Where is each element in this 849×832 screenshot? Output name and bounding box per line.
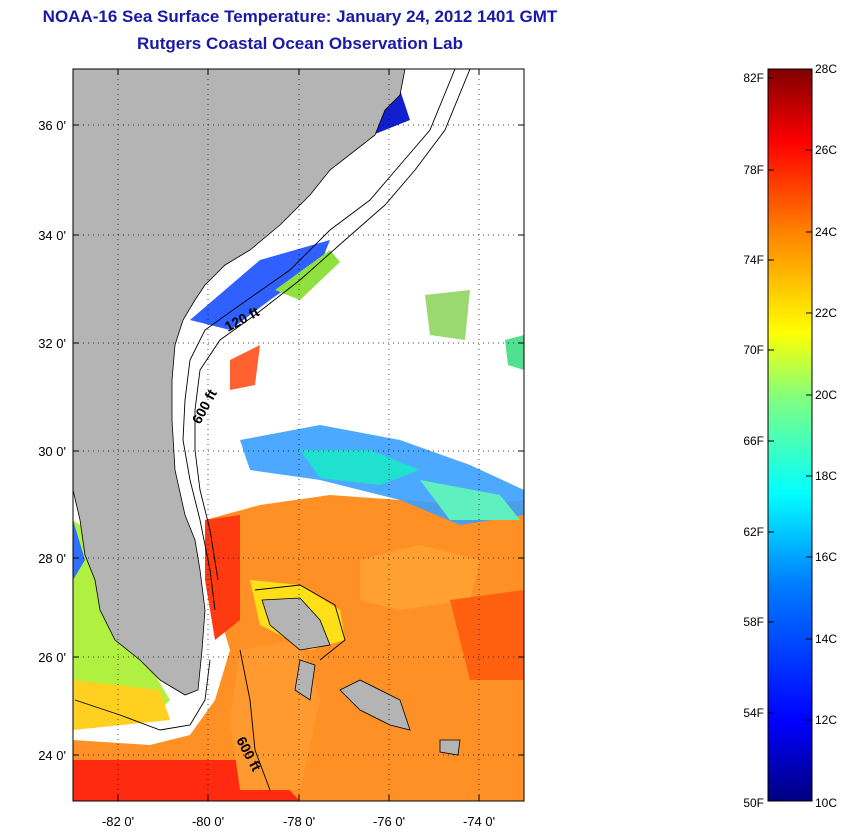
lon-label: -78 0' xyxy=(283,814,315,829)
lat-label: 24 0' xyxy=(38,748,66,763)
lat-label: 30 0' xyxy=(38,444,66,459)
lon-label: -74 0' xyxy=(463,814,495,829)
colorbar-c-label: 18C xyxy=(815,469,837,483)
colorbar-f-label: 58F xyxy=(743,615,764,629)
colorbar-f-label: 78F xyxy=(743,163,764,177)
colorbar-f-label: 54F xyxy=(743,706,764,720)
colorbar-c-label: 16C xyxy=(815,550,837,564)
lat-label: 32 0' xyxy=(38,336,66,351)
colorbar xyxy=(767,68,813,802)
colorbar-f-label: 70F xyxy=(743,343,764,357)
lon-label: -80 0' xyxy=(192,814,224,829)
colorbar-c-label: 20C xyxy=(815,388,837,402)
lat-label: 28 0' xyxy=(38,551,66,566)
bahamas-land xyxy=(261,597,461,756)
colorbar-f-label: 50F xyxy=(743,796,764,810)
colorbar-f-label: 66F xyxy=(743,434,764,448)
colorbar-c-label: 22C xyxy=(815,306,837,320)
bathymetry-contours xyxy=(74,69,471,791)
colorbar-f-label: 62F xyxy=(743,525,764,539)
lon-label: -76 0' xyxy=(373,814,405,829)
axis-ticks xyxy=(73,69,524,801)
lat-label: 26 0' xyxy=(38,650,66,665)
colorbar-ticks xyxy=(768,77,812,721)
lon-label: -82 0' xyxy=(102,814,134,829)
map-title: NOAA-16 Sea Surface Temperature: January… xyxy=(42,7,558,26)
lat-label: 36 0' xyxy=(38,118,66,133)
colorbar-c-label: 10C xyxy=(815,796,837,810)
colorbar-f-label: 74F xyxy=(743,253,764,267)
colorbar-c-label: 24C xyxy=(815,225,837,239)
colorbar-c-label: 28C xyxy=(815,62,837,76)
colorbar-f-label: 82F xyxy=(743,71,764,85)
colorbar-c-label: 12C xyxy=(815,713,837,727)
colorbar-c-label: 14C xyxy=(815,632,837,646)
land-mass xyxy=(73,69,406,696)
grid-lines xyxy=(73,69,524,801)
map-subtitle: Rutgers Coastal Ocean Observation Lab xyxy=(137,34,463,53)
colorbar-c-label: 26C xyxy=(815,143,837,157)
lat-label: 34 0' xyxy=(38,228,66,243)
